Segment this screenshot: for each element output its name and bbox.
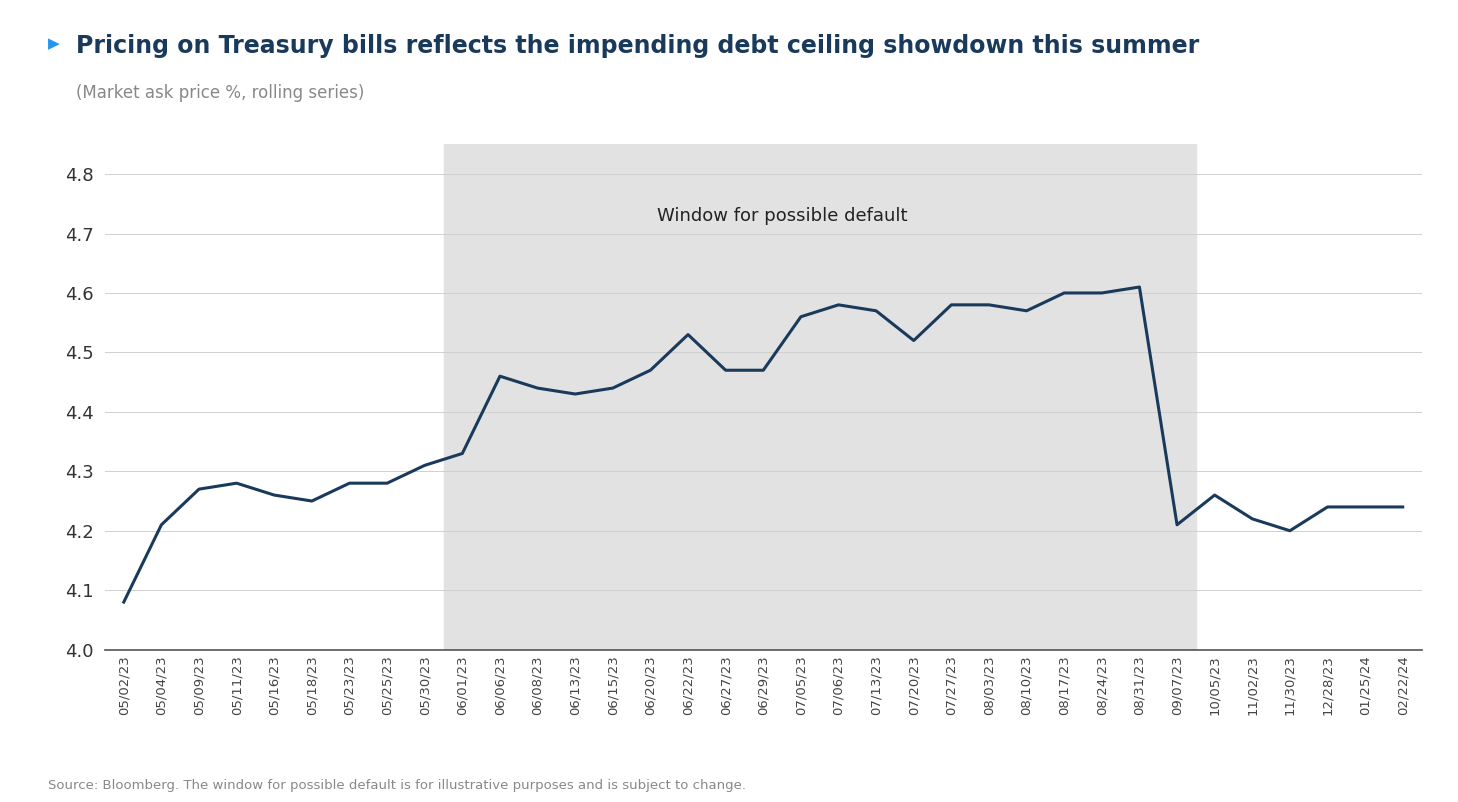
Text: Window for possible default: Window for possible default bbox=[656, 207, 907, 225]
Text: Source: Bloomberg. The window for possible default is for illustrative purposes : Source: Bloomberg. The window for possib… bbox=[48, 780, 746, 792]
Bar bbox=[443, 144, 1196, 650]
Text: (Market ask price %, rolling series): (Market ask price %, rolling series) bbox=[76, 84, 364, 102]
Text: Pricing on Treasury bills reflects the impending debt ceiling showdown this summ: Pricing on Treasury bills reflects the i… bbox=[76, 34, 1198, 59]
Text: ▶: ▶ bbox=[48, 36, 60, 51]
